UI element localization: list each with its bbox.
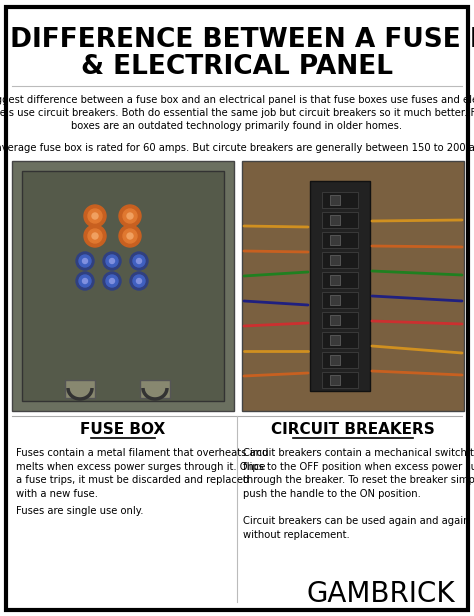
Bar [330, 255, 340, 265]
Bar [322, 272, 358, 288]
Circle shape [133, 275, 145, 287]
Bar [330, 355, 340, 365]
Circle shape [127, 213, 133, 219]
Circle shape [103, 272, 121, 290]
Circle shape [127, 233, 133, 239]
Circle shape [106, 255, 118, 267]
Bar [330, 295, 340, 305]
Circle shape [103, 252, 121, 270]
Bar [330, 235, 340, 245]
Circle shape [92, 213, 98, 219]
Circle shape [137, 259, 142, 264]
Text: The biggest difference between a fuse box and an electrical panel is that fuse b: The biggest difference between a fuse bo… [0, 95, 474, 131]
Text: Fuses are single use only.: Fuses are single use only. [16, 506, 144, 516]
Bar [330, 215, 340, 225]
Text: THE DIFFERENCE BETWEEN A FUSE BOX: THE DIFFERENCE BETWEEN A FUSE BOX [0, 27, 474, 53]
Bar [65, 380, 95, 398]
Bar [322, 332, 358, 348]
Bar [22, 171, 224, 401]
Circle shape [84, 225, 106, 247]
Text: CIRCUIT BREAKERS: CIRCUIT BREAKERS [271, 423, 435, 437]
Bar [140, 380, 170, 398]
Circle shape [119, 205, 141, 227]
Bar [322, 252, 358, 268]
Bar [330, 375, 340, 385]
Circle shape [88, 229, 102, 243]
Bar [322, 212, 358, 228]
Circle shape [130, 252, 148, 270]
Bar [330, 335, 340, 345]
Bar [322, 312, 358, 328]
Bar [322, 292, 358, 308]
Circle shape [82, 278, 88, 283]
Bar [310, 181, 370, 391]
Bar [322, 372, 358, 388]
Bar [322, 352, 358, 368]
Text: GAMBRICK: GAMBRICK [306, 580, 455, 608]
Circle shape [92, 233, 98, 239]
Bar [12, 161, 234, 411]
Circle shape [82, 259, 88, 264]
Text: FUSE BOX: FUSE BOX [81, 423, 165, 437]
Text: Fuses contain a metal filament that overheats and
melts when excess power surges: Fuses contain a metal filament that over… [16, 448, 268, 499]
Circle shape [88, 209, 102, 223]
Circle shape [119, 225, 141, 247]
Circle shape [84, 205, 106, 227]
Circle shape [106, 275, 118, 287]
Circle shape [76, 272, 94, 290]
Text: The average fuse box is rated for 60 amps. But circute breakers are generally be: The average fuse box is rated for 60 amp… [0, 143, 474, 153]
Circle shape [133, 255, 145, 267]
Circle shape [123, 229, 137, 243]
Text: Circuit breakers can be used again and again
without replacement.: Circuit breakers can be used again and a… [243, 516, 470, 540]
Circle shape [79, 255, 91, 267]
Circle shape [76, 252, 94, 270]
Circle shape [137, 278, 142, 283]
Bar [242, 161, 464, 411]
Bar [330, 275, 340, 285]
Circle shape [109, 259, 115, 264]
Bar [330, 315, 340, 325]
Text: Circuit breakers contain a mechanical switch that
flips to the OFF position when: Circuit breakers contain a mechanical sw… [243, 448, 474, 499]
Bar [330, 195, 340, 205]
Text: & ELECTRICAL PANEL: & ELECTRICAL PANEL [81, 54, 393, 80]
Circle shape [123, 209, 137, 223]
Circle shape [130, 272, 148, 290]
Bar [322, 192, 358, 208]
Bar [322, 232, 358, 248]
Circle shape [109, 278, 115, 283]
Circle shape [79, 275, 91, 287]
